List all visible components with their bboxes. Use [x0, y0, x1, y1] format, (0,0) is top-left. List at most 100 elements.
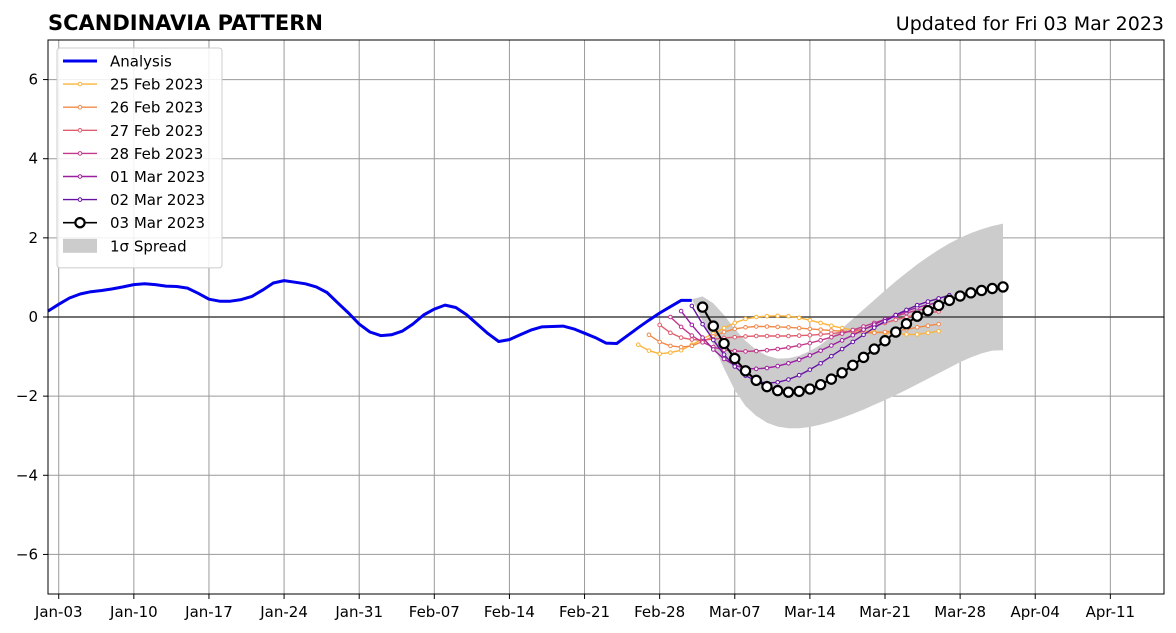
series-point [914, 324, 920, 330]
series-point [871, 325, 877, 330]
series-point [743, 349, 748, 354]
series-point-current [997, 281, 1009, 293]
series-point-current [954, 290, 966, 302]
series-point-current [943, 294, 956, 307]
series-point [796, 343, 802, 348]
series-point [689, 343, 695, 349]
x-tick-label: Feb-21 [559, 603, 610, 621]
series-point [925, 330, 931, 336]
series-point-current [771, 384, 784, 397]
series-point [829, 343, 834, 348]
series-point [775, 363, 780, 369]
series-point-current [782, 386, 795, 398]
series-point-current [836, 367, 848, 379]
legend-label: 1σ Spread [110, 237, 187, 255]
series-point [829, 331, 834, 336]
x-tick-label: Jan-24 [259, 603, 308, 621]
series-point [786, 313, 791, 319]
y-tick-label: −4 [16, 466, 38, 484]
series-point-current [750, 374, 762, 387]
legend-label: 28 Feb 2023 [110, 145, 203, 163]
series-point [796, 315, 802, 321]
series-point [850, 332, 856, 338]
series-point [646, 348, 652, 353]
series-point [668, 350, 673, 355]
y-tick-label: 0 [28, 308, 38, 326]
legend-marker [77, 104, 83, 110]
series-point [807, 317, 813, 323]
series-point-current [814, 378, 827, 391]
series-point [904, 307, 909, 313]
series-point [807, 367, 813, 372]
series-point [839, 338, 845, 343]
series-point [904, 332, 909, 337]
series-point [646, 332, 652, 338]
series-point-current [804, 383, 816, 395]
series-point [689, 333, 695, 338]
series-point [678, 324, 684, 330]
legend-marker [77, 81, 83, 87]
series-point [786, 333, 791, 339]
series-point [775, 346, 780, 352]
series-layer [47, 279, 1009, 398]
series-point [829, 353, 834, 359]
series-point-current [847, 359, 859, 371]
series-point [753, 366, 759, 372]
chart-title: SCANDINAVIA PATTERN [48, 11, 323, 35]
series-point [678, 344, 684, 350]
chart-subtitle: Updated for Fri 03 Mar 2023 [896, 13, 1164, 35]
legend-marker [77, 174, 83, 179]
legend-box [56, 47, 223, 269]
series-point [818, 332, 823, 337]
series-point [668, 343, 673, 349]
series-point [732, 326, 738, 332]
legend-label: 26 Feb 2023 [110, 99, 203, 117]
series-point [657, 339, 662, 345]
series-point [753, 333, 759, 339]
y-tick-label: −6 [16, 545, 38, 563]
series-point [786, 345, 791, 350]
series-point [925, 323, 931, 329]
series-point-current [793, 385, 805, 398]
series-point [850, 339, 856, 345]
x-tick-label: Mar-28 [934, 603, 986, 621]
series-line-analysis [47, 279, 692, 345]
series-point [711, 337, 716, 343]
series-point [775, 324, 780, 330]
series-point [786, 324, 791, 330]
series-point [893, 312, 899, 318]
series-point [796, 372, 802, 378]
y-tick-label: −2 [16, 387, 38, 405]
series-point [775, 379, 780, 385]
series-point [764, 324, 770, 329]
series-point [839, 346, 845, 352]
legend-marker [77, 151, 83, 156]
x-tick-label: Jan-31 [334, 603, 383, 621]
series-point [635, 342, 641, 348]
x-tick-label: Jan-10 [109, 603, 158, 621]
series-point [796, 357, 802, 363]
series-point [743, 324, 748, 330]
series-point [936, 328, 941, 334]
legend-marker [77, 197, 83, 202]
series-point [678, 308, 684, 314]
series-point-current [696, 301, 709, 313]
series-0 [47, 279, 692, 345]
series-point [914, 302, 920, 308]
legend-label: 27 Feb 2023 [110, 122, 203, 140]
legend-label: 02 Mar 2023 [110, 191, 205, 209]
series-point [818, 327, 823, 332]
legend-marker [74, 216, 86, 229]
series-point-current [900, 318, 913, 330]
series-point [753, 324, 759, 329]
series-point-current [761, 380, 773, 393]
series-point [850, 327, 856, 333]
legend-label: 03 Mar 2023 [110, 214, 205, 232]
series-point [882, 329, 888, 335]
x-tick-label: Mar-07 [709, 603, 761, 621]
series-point-current [825, 373, 838, 385]
series-point [764, 347, 770, 353]
series-point [818, 360, 823, 366]
series-point [807, 326, 813, 332]
series-point [721, 352, 727, 357]
